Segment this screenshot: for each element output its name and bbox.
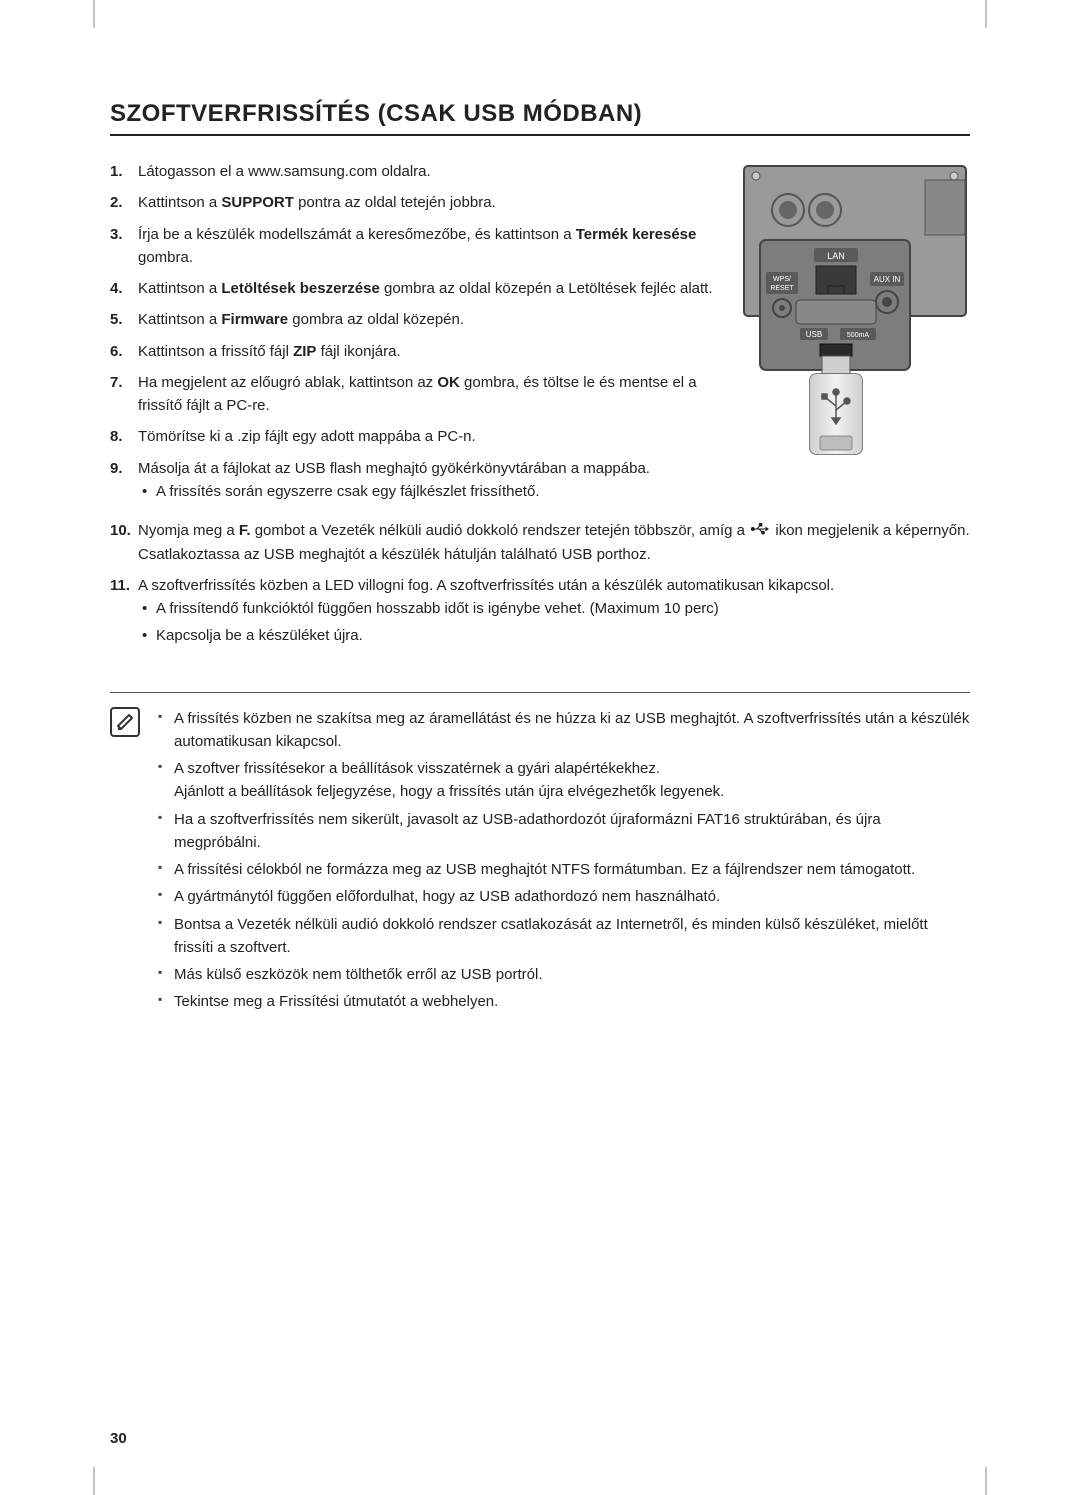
notes-section: A frissítés közben ne szakítsa meg az ár… [110,692,970,1018]
step-body: Kattintson a Firmware gombra az oldal kö… [138,308,716,331]
step-number: 5. [110,308,138,331]
note-item: A szoftver frissítésekor a beállítások v… [158,757,970,804]
step-item: 10.Nyomja meg a F. gombot a Vezeték nélk… [110,519,970,566]
step-number: 4. [110,277,138,300]
step-item: 5.Kattintson a Firmware gombra az oldal … [110,308,716,331]
content-row: 1.Látogasson el a www.samsung.com oldalr… [110,160,970,515]
step-body: Kattintson a Letöltések beszerzése gombr… [138,277,716,300]
page-number: 30 [110,1430,127,1447]
note-item: Tekintse meg a Frissítési útmutatót a we… [158,990,970,1013]
step-item: 7.Ha megjelent az előugró ablak, kattint… [110,371,716,418]
note-item: Ha a szoftverfrissítés nem sikerült, jav… [158,808,970,855]
step-item: 6.Kattintson a frissítő fájl ZIP fájl ik… [110,340,716,363]
step-body: Tömörítse ki a .zip fájlt egy adott mapp… [138,425,716,448]
step-body: Másolja át a fájlokat az USB flash megha… [138,457,716,508]
aux-label: AUX IN [874,275,901,284]
step-sub-bullet: A frissítendő funkcióktól függően hossza… [138,597,970,620]
manual-page: SZOFTVERFRISSÍTÉS (CSAK USB MÓDBAN) 1.Lá… [110,100,970,1018]
step-number: 1. [110,160,138,183]
step-number: 11. [110,574,138,652]
device-rear-diagram: LAN WPS/ RESET AUX IN USB [740,160,970,485]
note-item: Bontsa a Vezeték nélküli audió dokkoló r… [158,913,970,960]
step-item: 3.Írja be a készülék modellszámát a kere… [110,223,716,270]
steps-list-wide: 10.Nyomja meg a F. gombot a Vezeték nélk… [110,519,970,652]
step-sub-bullet: A frissítés során egyszerre csak egy fáj… [138,480,716,503]
step-body: Nyomja meg a F. gombot a Vezeték nélküli… [138,519,970,566]
step-body: Látogasson el a www.samsung.com oldalra. [138,160,716,183]
step-number: 7. [110,371,138,418]
step-number: 3. [110,223,138,270]
step-number: 9. [110,457,138,508]
step-item: 2.Kattintson a SUPPORT pontra az oldal t… [110,191,716,214]
step-number: 10. [110,519,138,566]
step-body: A szoftverfrissítés közben a LED villogn… [138,574,970,652]
lan-label: LAN [827,251,845,261]
power-label: 500mA [847,332,870,339]
note-item: A frissítés közben ne szakítsa meg az ár… [158,707,970,754]
usb-label: USB [806,330,822,339]
step-sub-bullet: Kapcsolja be a készüléket újra. [138,624,970,647]
svg-text:RESET: RESET [770,285,794,292]
step-body: Írja be a készülék modellszámát a kereső… [138,223,716,270]
note-icon [110,707,140,737]
step-item: 8.Tömörítse ki a .zip fájlt egy adott ma… [110,425,716,448]
step-number: 2. [110,191,138,214]
note-item: A frissítési célokból ne formázza meg az… [158,858,970,881]
step-item: 9.Másolja át a fájlokat az USB flash meg… [110,457,716,508]
step-body: Kattintson a frissítő fájl ZIP fájl ikon… [138,340,716,363]
step-item: 11.A szoftverfrissítés közben a LED vill… [110,574,970,652]
step-number: 6. [110,340,138,363]
page-title: SZOFTVERFRISSÍTÉS (CSAK USB MÓDBAN) [110,100,970,136]
step-number: 8. [110,425,138,448]
notes-list: A frissítés közben ne szakítsa meg az ár… [158,707,970,1018]
step-body: Kattintson a SUPPORT pontra az oldal tet… [138,191,716,214]
steps-list: 1.Látogasson el a www.samsung.com oldalr… [110,160,716,515]
step-body: Ha megjelent az előugró ablak, kattintso… [138,371,716,418]
step-item: 1.Látogasson el a www.samsung.com oldalr… [110,160,716,183]
note-item: A gyártmánytól függően előfordulhat, hog… [158,885,970,908]
step-item: 4.Kattintson a Letöltések beszerzése gom… [110,277,716,300]
svg-text:WPS/: WPS/ [773,276,791,283]
usb-glyph-icon [751,519,769,542]
note-item: Más külső eszközök nem tölthetők erről a… [158,963,970,986]
